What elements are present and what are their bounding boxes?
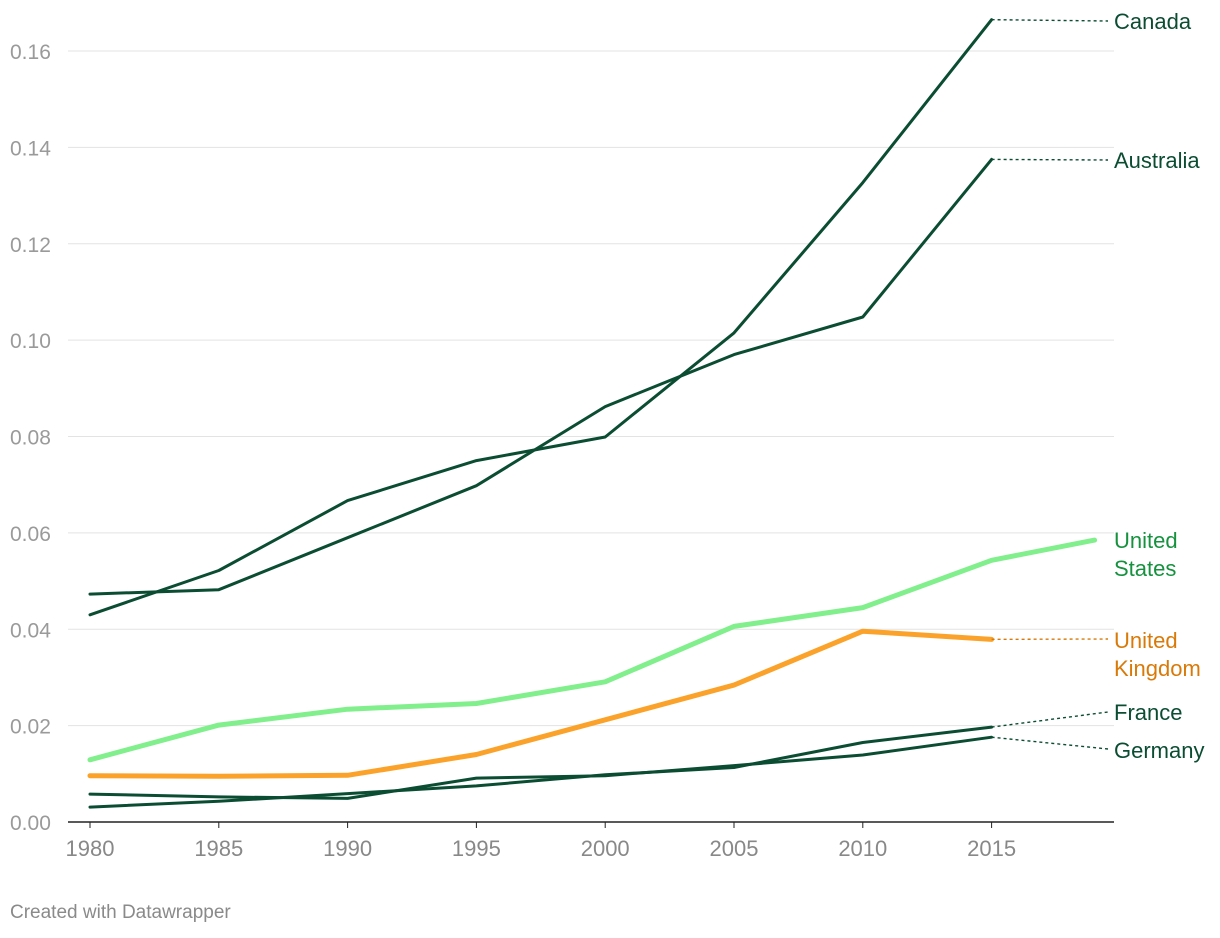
series-label-line-australia-0: Australia [1114,148,1200,173]
y-tick-label-8: 0.16 [10,41,51,64]
series-label-line-united-kingdom-0: United [1114,628,1178,653]
x-tick-label-2015: 2015 [967,836,1016,861]
series-label-line-germany-0: Germany [1114,738,1204,763]
leader-canada [991,18,1109,22]
y-tick-label-4: 0.08 [10,427,51,450]
series-line-australia [88,157,994,596]
y-tick-label-1: 0.02 [10,716,51,739]
x-tick-label-2005: 2005 [710,836,759,861]
series-label-canada: Canada [1114,9,1192,34]
y-axis-tick-labels: 0.00 0.02 0.04 0.06 0.08 0.10 0.12 0.14 0.16 [10,41,51,835]
y-tick-label-2: 0.04 [10,619,51,642]
x-tick-label-1990: 1990 [323,836,372,861]
series-line-france [88,725,994,809]
x-tick-label-2000: 2000 [581,836,630,861]
series-label-line-canada-0: Canada [1114,9,1192,34]
y-tick-label-7: 0.14 [10,137,51,160]
series-line-germany [88,735,994,800]
y-tick-label-0: 0.00 [10,812,51,835]
series-label-united-kingdom: United Kingdom [1114,628,1201,681]
line-chart: 0.00 0.02 0.04 0.06 0.08 0.10 0.12 0.14 0.16 198… [10,9,1204,861]
series-label-line-united-states-0: United [1114,528,1178,553]
gridlines [68,50,1114,727]
y-tick-label-3: 0.06 [10,523,51,546]
series-line-canada [88,18,994,617]
series-label-germany: Germany [1114,738,1204,763]
series-label-france: France [1114,700,1182,725]
series-label-line-united-states-1: States [1114,556,1176,581]
x-tick-label-1980: 1980 [66,836,115,861]
series-label-line-united-kingdom-1: Kingdom [1114,656,1201,681]
series-line-united-kingdom [87,628,995,779]
leader-france [991,711,1109,728]
series-label-line-france-0: France [1114,700,1182,725]
datawrapper-credit: Created with Datawrapper [10,902,231,923]
series-lines [87,18,1098,809]
leader-australia [991,158,1109,161]
x-axis: 1980 1985 1990 1995 2000 2005 2010 2015 [66,821,1114,861]
series-line-united-states [87,537,1098,763]
y-tick-label-6: 0.12 [10,234,51,257]
series-label-united-states: United States [1114,528,1178,581]
x-tick-label-2010: 2010 [838,836,887,861]
leader-germany [991,736,1109,750]
x-tick-label-1995: 1995 [452,836,501,861]
x-tick-label-1985: 1985 [194,836,243,861]
y-tick-label-5: 0.10 [10,330,51,353]
series-label-australia: Australia [1114,148,1200,173]
series-labels: Canada Australia United States United Kingdom… [991,9,1204,763]
